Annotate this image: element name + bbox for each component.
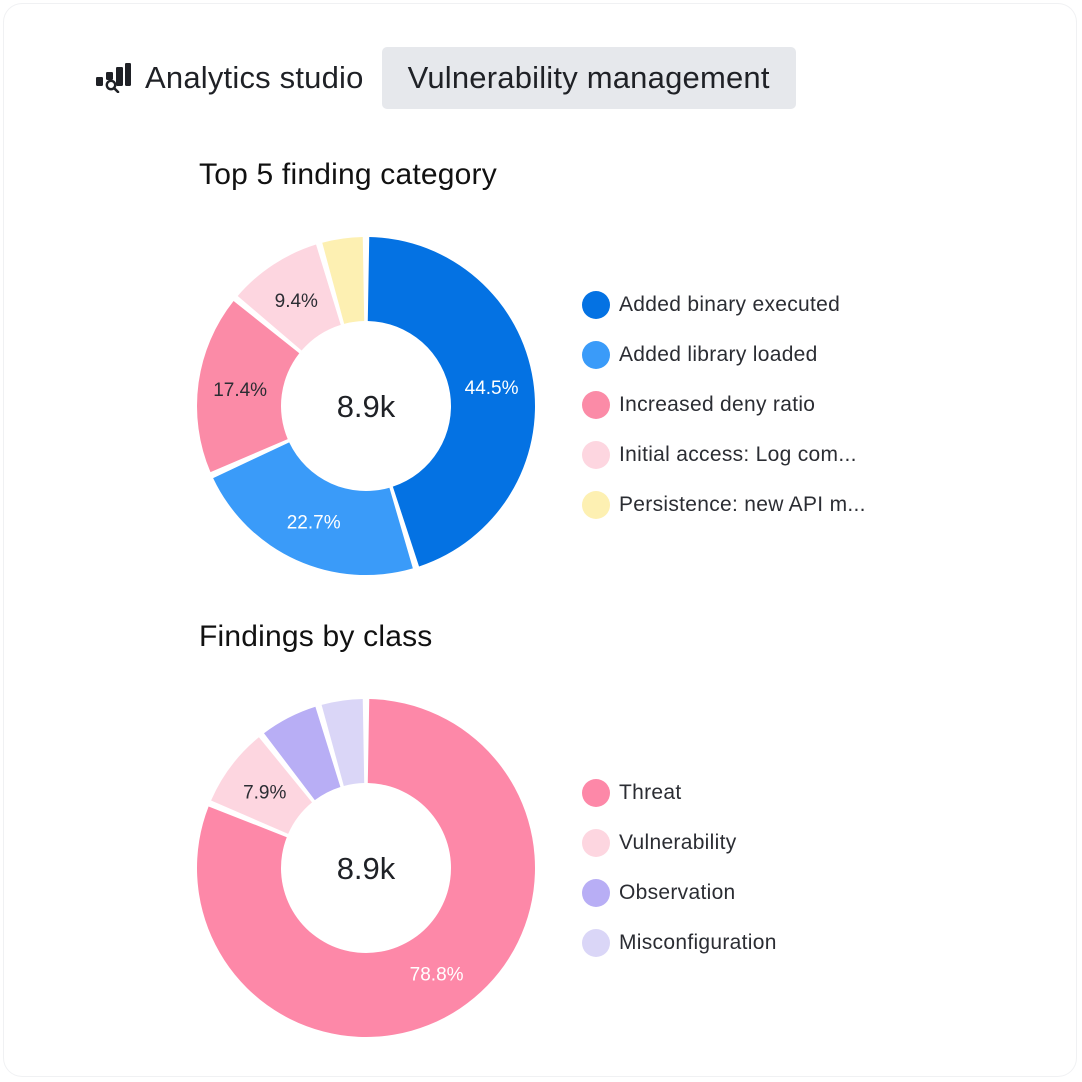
legend-swatch: [582, 879, 610, 907]
legend-label: Misconfiguration: [619, 931, 777, 954]
legend-item-initial-access-log-com[interactable]: Initial access: Log com...: [582, 430, 866, 480]
donut-slice-added-library-loaded[interactable]: [213, 442, 413, 575]
legend-swatch: [582, 391, 610, 419]
legend-top-findings: Added binary executed Added library loade…: [582, 280, 866, 530]
legend-item-vulnerability[interactable]: Vulnerability: [582, 818, 777, 868]
legend-swatch: [582, 441, 610, 469]
legend-item-added-library-loaded[interactable]: Added library loaded: [582, 330, 866, 380]
legend-swatch: [582, 291, 610, 319]
donut-slice-added-binary-executed[interactable]: [367, 237, 536, 567]
slice-data-label: 22.7%: [287, 513, 341, 534]
analytics-chart-icon: [96, 63, 131, 93]
donut-slice-observation[interactable]: [263, 706, 341, 801]
slice-data-label: 9.4%: [275, 291, 318, 312]
legend-item-misconfiguration[interactable]: Misconfiguration: [582, 918, 777, 968]
legend-item-threat[interactable]: Threat: [582, 768, 777, 818]
legend-label: Initial access: Log com...: [619, 443, 857, 466]
legend-label: Added binary executed: [619, 293, 841, 316]
slice-data-label: 44.5%: [465, 378, 519, 399]
header: Analytics studio Vulnerability managemen…: [95, 46, 796, 110]
chart-title-top-findings: Top 5 finding category: [199, 158, 497, 191]
legend-swatch: [582, 829, 610, 857]
legend-swatch: [582, 929, 610, 957]
donut-slice-initial-access-log-com[interactable]: [237, 244, 341, 351]
donut-center-total: 8.9k: [337, 851, 396, 886]
legend-item-added-binary-executed[interactable]: Added binary executed: [582, 280, 866, 330]
legend-label: Increased deny ratio: [619, 393, 816, 416]
legend-item-observation[interactable]: Observation: [582, 868, 777, 918]
tab-label: Vulnerability management: [407, 60, 770, 95]
donut-slice-vulnerability[interactable]: [211, 737, 313, 834]
legend-swatch: [582, 491, 610, 519]
donut-slice-persistence-new-api-m[interactable]: [322, 237, 365, 324]
slice-data-label: 17.4%: [213, 380, 267, 401]
legend-findings-by-class: Threat Vulnerability Observation Misconfigu…: [582, 768, 777, 968]
donut-slice-misconfiguration[interactable]: [321, 699, 365, 786]
slice-data-label: 78.8%: [410, 965, 464, 986]
legend-swatch: [582, 341, 610, 369]
app-title: Analytics studio: [145, 60, 364, 95]
donut-center-total: 8.9k: [337, 389, 396, 424]
donut-slice-threat[interactable]: [196, 699, 535, 1037]
legend-label: Persistence: new API m...: [619, 493, 866, 516]
tab-vulnerability-management[interactable]: Vulnerability management: [381, 47, 796, 109]
chart-title-findings-by-class: Findings by class: [199, 620, 433, 653]
legend-label: Observation: [619, 881, 736, 904]
slice-data-label: 7.9%: [243, 782, 286, 803]
legend-label: Threat: [619, 781, 682, 804]
legend-item-persistence-new-api-m[interactable]: Persistence: new API m...: [582, 480, 866, 530]
legend-label: Vulnerability: [619, 831, 737, 854]
donut-chart-top-findings: 44.5% 22.7% 17.4% 9.4% 8.9k: [197, 237, 536, 575]
legend-swatch: [582, 779, 610, 807]
dashboard-card: [4, 4, 1076, 1076]
legend-item-increased-deny-ratio[interactable]: Increased deny ratio: [582, 380, 866, 430]
legend-label: Added library loaded: [619, 343, 818, 366]
donut-slice-increased-deny-ratio[interactable]: [197, 300, 300, 473]
donut-chart-findings-by-class: 78.8% 7.9% 8.9k: [196, 699, 535, 1037]
